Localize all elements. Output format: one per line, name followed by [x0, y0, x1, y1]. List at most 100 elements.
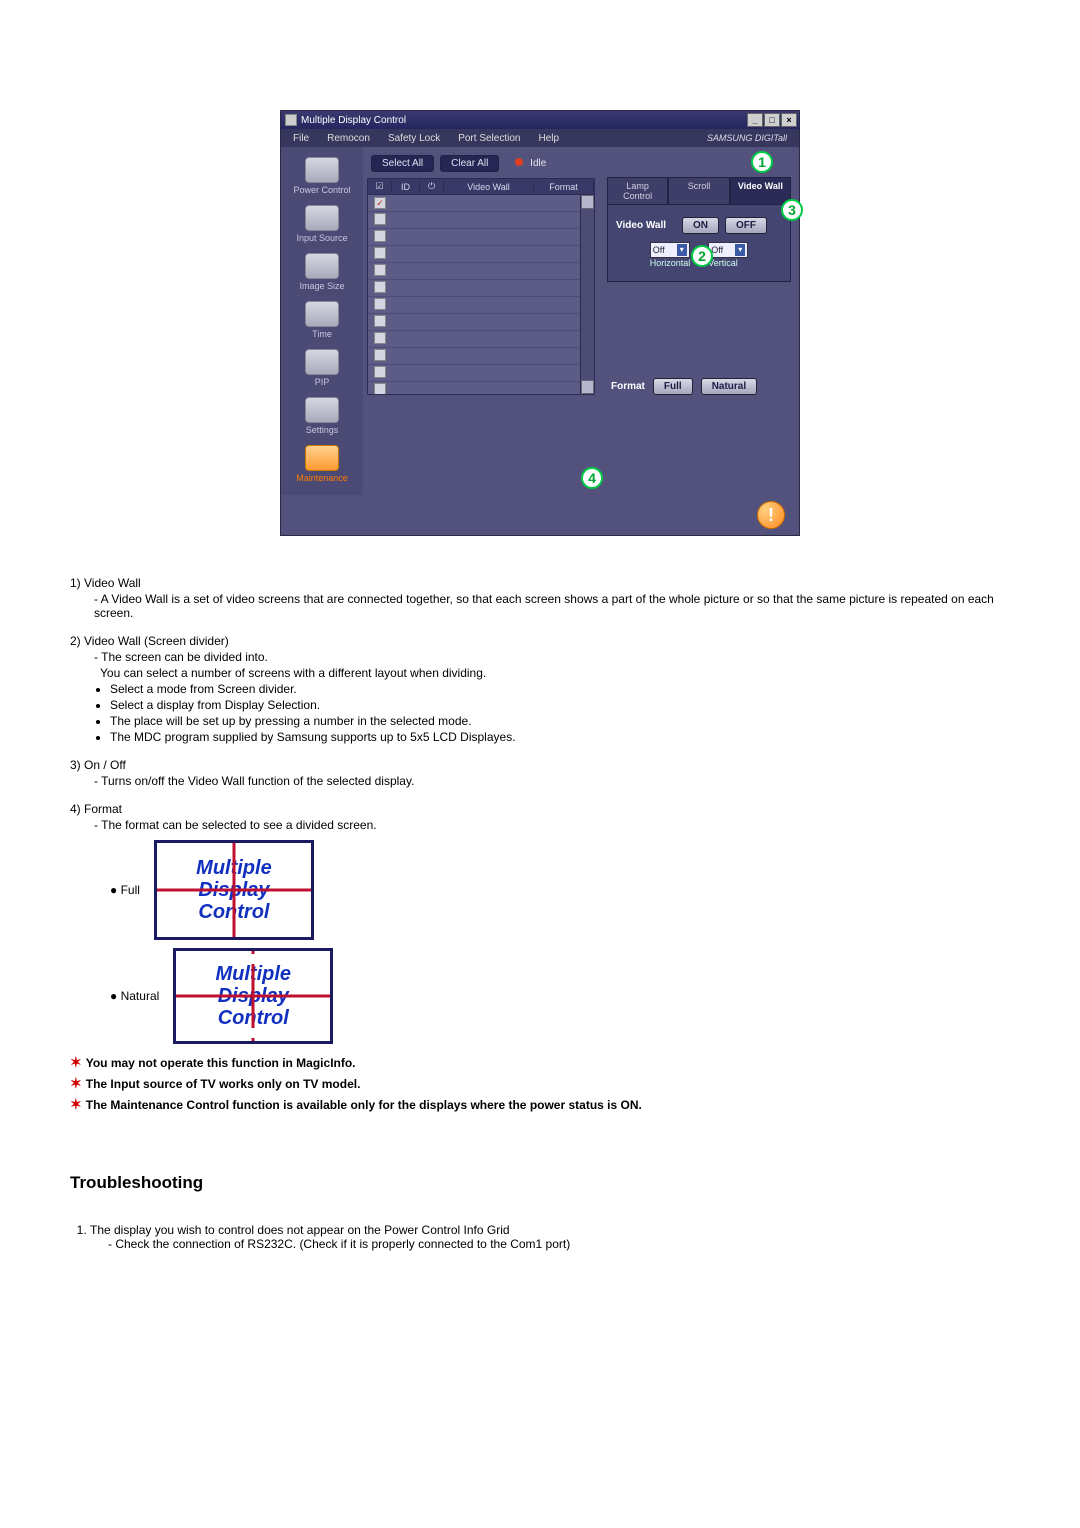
tab-scroll[interactable]: Scroll [668, 177, 729, 204]
menu-help[interactable]: Help [530, 131, 567, 146]
table-row[interactable] [368, 246, 594, 263]
ts-item-1-sub: - Check the connection of RS232C. (Check… [108, 1237, 1010, 1251]
document-body: 1) Video Wall - A Video Wall is a set of… [60, 576, 1020, 1251]
select-all-button[interactable]: Select All [371, 155, 434, 172]
star-notes: ✶You may not operate this function in Ma… [70, 1054, 1010, 1113]
horizontal-label: Horizontal [650, 258, 691, 268]
item-4-title: 4) Format [70, 802, 1010, 816]
menu-safety-lock[interactable]: Safety Lock [380, 131, 448, 146]
row-checkbox[interactable] [374, 315, 386, 327]
vertical-select[interactable]: Off ▾ [708, 242, 748, 258]
maintenance-icon [305, 445, 339, 471]
vertical-value: Off [711, 245, 723, 255]
sidebar-item-maintenance[interactable]: Maintenance [281, 441, 363, 489]
item-4-desc: - The format can be selected to see a di… [94, 818, 1010, 832]
display-list-panel: Select All Clear All Idle ☑ ID ⏻ Video W… [363, 147, 599, 495]
row-checkbox[interactable] [374, 264, 386, 276]
row-checkbox[interactable] [374, 383, 386, 395]
star-note: ✶The Maintenance Control function is ava… [70, 1096, 1010, 1113]
sidebar-item-label: PIP [315, 377, 330, 387]
idle-label: Idle [530, 158, 546, 169]
video-wall-on-button[interactable]: ON [682, 217, 719, 234]
col-videowall: Video Wall [444, 182, 534, 192]
table-row[interactable] [368, 263, 594, 280]
video-wall-label: Video Wall [616, 220, 676, 231]
callout-2: 2 [691, 245, 713, 267]
tab-lamp-control[interactable]: Lamp Control [607, 177, 668, 204]
format-natural-button[interactable]: Natural [701, 378, 757, 395]
row-checkbox[interactable] [374, 247, 386, 259]
item-2-bullets: Select a mode from Screen divider.Select… [110, 682, 1010, 744]
sidebar: Power Control Input Source Image Size Ti… [281, 147, 363, 495]
table-row[interactable] [368, 348, 594, 365]
row-checkbox[interactable] [374, 281, 386, 293]
callout-4: 4 [581, 467, 603, 489]
troubleshooting-list: The display you wish to control does not… [70, 1223, 1010, 1251]
table-row[interactable] [368, 365, 594, 382]
menu-port-selection[interactable]: Port Selection [450, 131, 528, 146]
close-button[interactable]: × [781, 113, 797, 127]
table-row[interactable] [368, 195, 594, 212]
tab-video-wall[interactable]: Video Wall [730, 177, 791, 204]
format-natural-label: Natural [110, 989, 159, 1003]
input-source-icon [305, 205, 339, 231]
settings-icon [305, 397, 339, 423]
table-row[interactable] [368, 331, 594, 348]
image-size-icon [305, 253, 339, 279]
chevron-down-icon: ▾ [677, 244, 687, 256]
maximize-button[interactable]: □ [764, 113, 780, 127]
table-row[interactable] [368, 212, 594, 229]
horizontal-value: Off [653, 245, 665, 255]
window-title: Multiple Display Control [301, 115, 406, 126]
menu-remocon[interactable]: Remocon [319, 131, 378, 146]
sidebar-item-image-size[interactable]: Image Size [281, 249, 363, 297]
scroll-up-icon[interactable] [581, 195, 594, 209]
row-checkbox[interactable] [374, 366, 386, 378]
format-label: Format [611, 381, 645, 392]
footer-bar: ! [281, 495, 799, 535]
format-full-button[interactable]: Full [653, 378, 693, 395]
item-2-desc2: You can select a number of screens with … [100, 666, 1010, 680]
star-icon: ✶ [70, 1054, 82, 1070]
table-row[interactable] [368, 314, 594, 331]
minimize-button[interactable]: _ [747, 113, 763, 127]
callout-3: 3 [781, 199, 803, 221]
format-natural-diagram: Multiple Display Control [173, 948, 333, 1044]
clear-all-button[interactable]: Clear All [440, 155, 499, 172]
sidebar-item-time[interactable]: Time [281, 297, 363, 345]
horizontal-select[interactable]: Off ▾ [650, 242, 690, 258]
power-icon [305, 157, 339, 183]
star-note: ✶You may not operate this function in Ma… [70, 1054, 1010, 1071]
col-check: ☑ [368, 181, 392, 192]
row-checkbox[interactable] [374, 197, 386, 209]
row-checkbox[interactable] [374, 332, 386, 344]
format-full-diagram: Multiple Display Control [154, 840, 314, 940]
star-icon: ✶ [70, 1096, 82, 1112]
bullet-item: Select a display from Display Selection. [110, 698, 1010, 712]
row-checkbox[interactable] [374, 349, 386, 361]
sidebar-item-power[interactable]: Power Control [281, 153, 363, 201]
table-row[interactable] [368, 297, 594, 314]
menu-file[interactable]: File [285, 131, 317, 146]
table-row[interactable] [368, 382, 594, 395]
table-row[interactable] [368, 280, 594, 297]
sidebar-item-label: Image Size [299, 281, 344, 291]
item-2-title: 2) Video Wall (Screen divider) [70, 634, 1010, 648]
item-1-desc: - A Video Wall is a set of video screens… [94, 592, 1010, 620]
video-wall-off-button[interactable]: OFF [725, 217, 767, 234]
sidebar-item-input-source[interactable]: Input Source [281, 201, 363, 249]
scroll-down-icon[interactable] [581, 380, 594, 394]
row-checkbox[interactable] [374, 213, 386, 225]
row-checkbox[interactable] [374, 298, 386, 310]
row-checkbox[interactable] [374, 230, 386, 242]
alert-icon: ! [757, 501, 785, 529]
sidebar-item-settings[interactable]: Settings [281, 393, 363, 441]
idle-dot-icon [515, 158, 523, 166]
list-scrollbar[interactable] [580, 195, 594, 394]
time-icon [305, 301, 339, 327]
table-row[interactable] [368, 229, 594, 246]
app-icon [285, 114, 297, 126]
sidebar-item-pip[interactable]: PIP [281, 345, 363, 393]
ts-item-1: The display you wish to control does not… [90, 1223, 510, 1237]
col-id: ID [392, 182, 420, 192]
